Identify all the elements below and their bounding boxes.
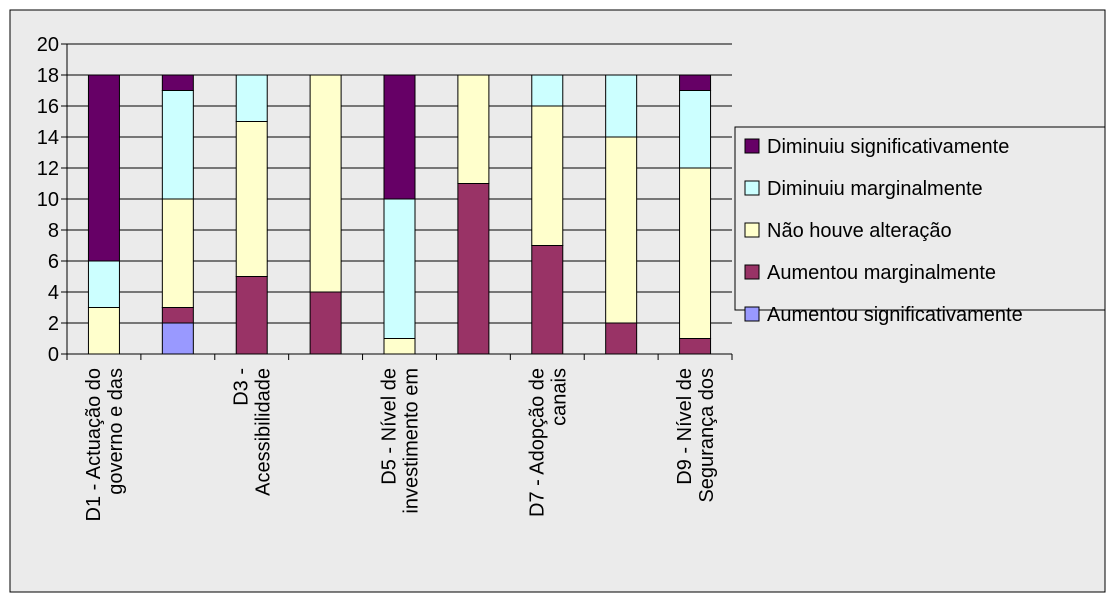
bar-segment: [309, 291, 342, 355]
x-tick-label-line: D1 - Actuação do: [83, 368, 105, 521]
y-tick-label: 6: [48, 251, 59, 273]
legend-swatch: [744, 264, 760, 280]
legend-swatch: [744, 138, 760, 154]
bar-segment: [235, 74, 268, 122]
bar-segment: [161, 322, 194, 355]
legend-swatch: [744, 306, 760, 322]
x-tick-label: D5 - Nível deinvestimento em: [379, 368, 423, 514]
y-tick-label: 20: [37, 34, 59, 56]
legend: Diminuiu significativamente Diminuiu marg…: [734, 126, 1106, 326]
bar-segment: [161, 198, 194, 308]
bar-segment: [235, 121, 268, 277]
x-tick-label-line: Acessibilidade: [253, 368, 275, 496]
legend-label: Diminuiu significativamente: [767, 136, 1009, 158]
legend-label: Não houve alteração: [767, 220, 952, 242]
y-tick-label: 2: [48, 313, 59, 335]
x-tick-label: D3 -Acessibilidade: [231, 368, 275, 496]
x-tick-label: D1 - Actuação dogoverno e das: [83, 368, 127, 521]
bar-segment: [679, 338, 712, 355]
bar-segment: [531, 245, 564, 355]
bar-segment: [531, 105, 564, 246]
legend-box: [734, 126, 1106, 311]
bar-segment: [309, 74, 342, 293]
bar-segment: [605, 74, 638, 138]
axes: [61, 43, 733, 360]
bar-segment: [383, 74, 416, 200]
bar-segment: [87, 260, 120, 308]
x-tick-label-line: D7 - Adopção de: [526, 368, 548, 517]
x-tick-label-line: D9 - Nível de: [674, 368, 696, 485]
bar-segment: [605, 322, 638, 355]
x-tick-labels: D1 - Actuação dogoverno e das D3 -Acessib…: [83, 368, 718, 521]
y-tick-labels: 0 2 4 6 8 10 12 14 16 18 20: [37, 34, 59, 366]
bar-segment: [679, 74, 712, 91]
legend-label: Aumentou significativamente: [767, 304, 1023, 326]
x-tick-label: D7 - Adopção decanais: [526, 368, 570, 517]
x-tick-label-line: Segurança dos: [696, 368, 718, 503]
y-tick-label: 18: [37, 65, 59, 87]
y-tick-label: 10: [37, 189, 59, 211]
legend-label: Diminuiu marginalmente: [767, 178, 983, 200]
legend-swatch: [744, 222, 760, 238]
x-tick-label-line: D5 - Nível de: [379, 368, 401, 485]
legend-swatch: [744, 180, 760, 196]
bar-segment: [87, 74, 120, 262]
bar-segment: [605, 136, 638, 324]
y-tick-label: 8: [48, 220, 59, 242]
x-tick-label-line: investimento em: [401, 368, 423, 514]
bar-segment: [161, 90, 194, 200]
bar-segment: [383, 198, 416, 339]
bar-segment: [457, 183, 490, 355]
bar-segment: [235, 276, 268, 355]
bar-segment: [161, 74, 194, 91]
y-tick-label: 0: [48, 344, 59, 366]
bar-segment: [87, 307, 120, 355]
bar-segment: [531, 74, 564, 107]
x-tick-label: D9 - Nível deSegurança dos: [674, 368, 718, 503]
x-tick-label-line: canais: [548, 368, 570, 426]
y-tick-label: 4: [48, 282, 59, 304]
bar-segment: [679, 90, 712, 169]
bar-segment: [457, 74, 490, 184]
x-tick-label-line: governo e das: [105, 368, 127, 495]
bar-segment: [679, 167, 712, 339]
legend-label: Aumentou marginalmente: [767, 262, 996, 284]
x-tick-label-line: D3 -: [231, 368, 253, 406]
bars: [87, 74, 712, 355]
y-tick-label: 12: [37, 158, 59, 180]
bar-segment: [383, 338, 416, 355]
bar-segment: [161, 307, 194, 324]
y-tick-label: 16: [37, 96, 59, 118]
y-tick-label: 14: [37, 127, 59, 149]
